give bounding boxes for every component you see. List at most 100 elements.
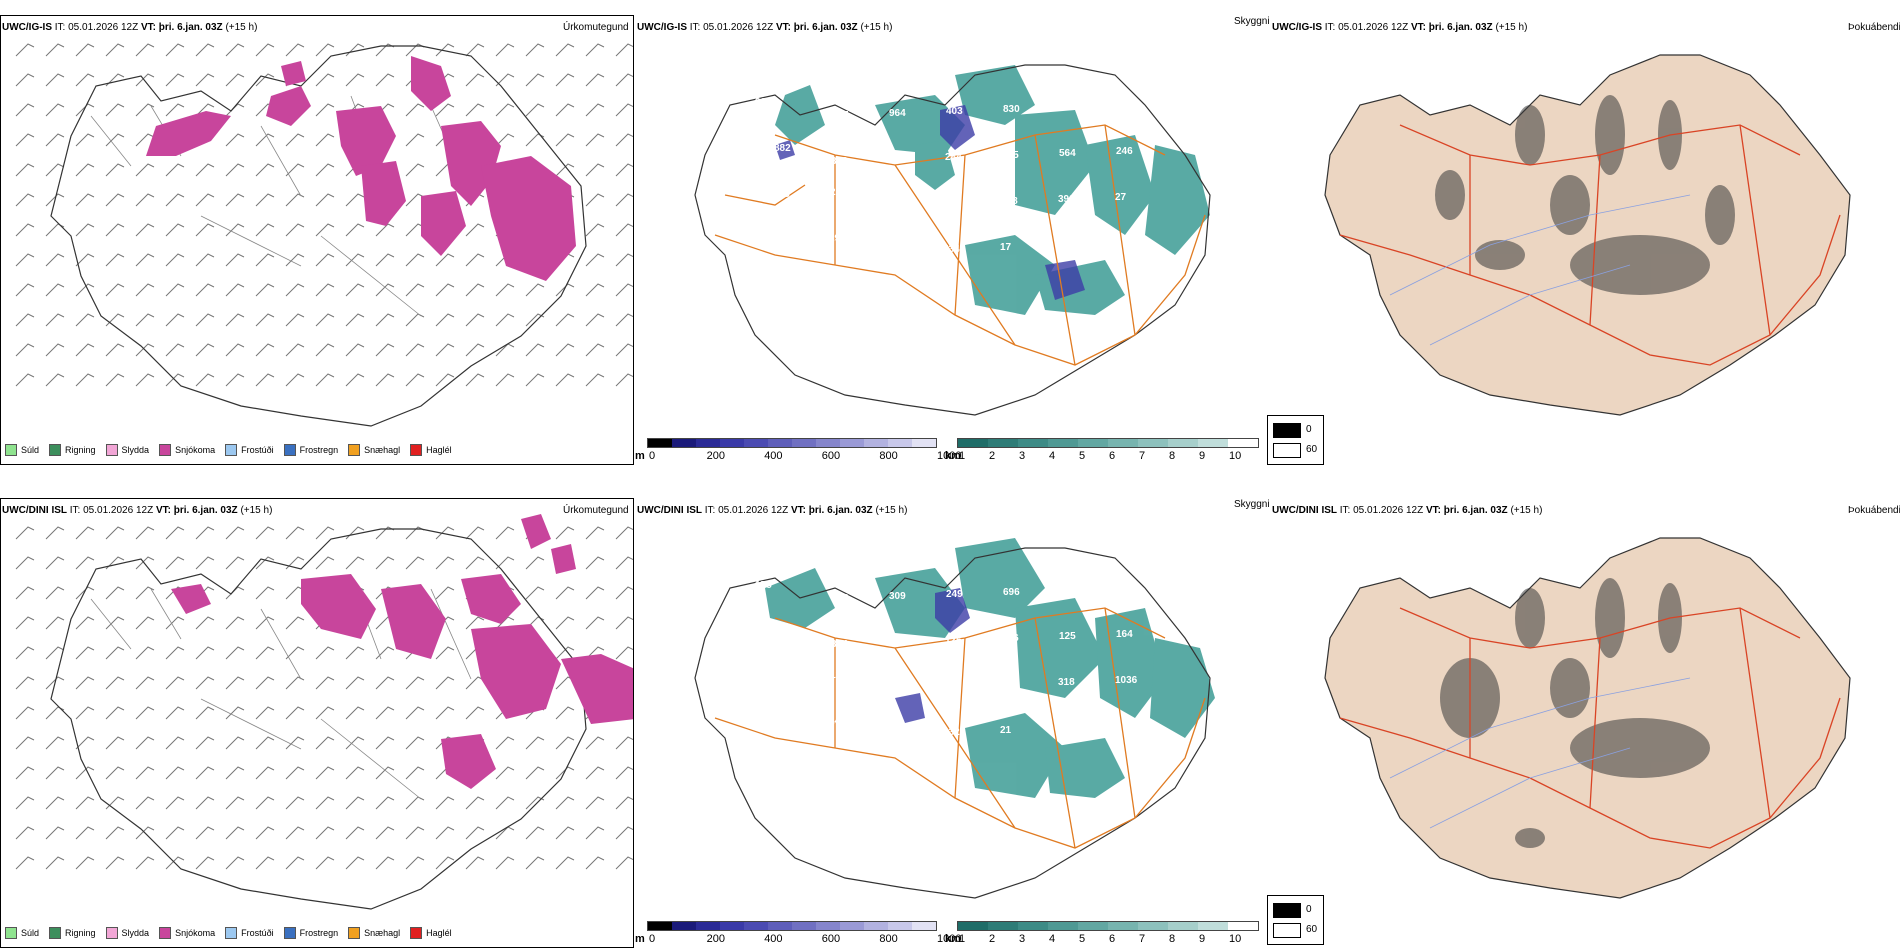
fog-title-top: Þokuábendi [1848, 22, 1900, 33]
wind-barb [255, 766, 275, 780]
wind-barb [135, 373, 155, 387]
wind-barb [15, 253, 35, 267]
legend-label: Súld [21, 928, 40, 938]
ceiling-label: 3792 [774, 626, 797, 637]
visibility-map-top: 308 365 964 403 830 290 106 882 343 291 284 175 564 2… [694, 64, 1211, 416]
legend-swatch [159, 444, 172, 456]
legend-label: Snjókoma [175, 445, 216, 455]
wind-barb [345, 373, 365, 387]
wind-barb [375, 73, 395, 87]
colorbar-tick: 200 [706, 450, 725, 462]
wind-barb [435, 283, 455, 297]
wind-barb [585, 526, 605, 540]
wind-barb [165, 736, 185, 750]
ceiling-label: 101 [771, 764, 788, 775]
ceiling-label: 175 [1002, 150, 1019, 161]
wind-barb [45, 796, 65, 810]
wind-barb [495, 133, 515, 147]
wind-barb [555, 766, 575, 780]
wind-barb [135, 586, 155, 600]
wind-barb [45, 343, 65, 357]
colorbar-segment [1078, 439, 1108, 447]
wind-barb [225, 253, 245, 267]
ceiling-label: 882 [774, 143, 791, 154]
wind-barb [75, 796, 95, 810]
wind-barb [555, 646, 575, 660]
ceiling-label: 290 [1060, 102, 1077, 113]
wind-barb [345, 556, 365, 570]
colorbar-tick: 10 [1229, 933, 1242, 945]
ceiling-label: 132 [943, 727, 960, 738]
ceiling-label: 212 [830, 187, 847, 198]
wind-barb [525, 586, 545, 600]
wind-barb [195, 223, 215, 237]
header-bottom-left: UWC/DINI ISL IT: 05.01.2026 12Z VT: þri.… [2, 505, 273, 516]
wind-barb [465, 283, 485, 297]
wind-barb [615, 826, 633, 840]
colorbar-segment [988, 439, 1018, 447]
wind-barb [195, 193, 215, 207]
wind-barb [105, 646, 125, 660]
colorbar-segment [1138, 439, 1168, 447]
wind-barb [525, 73, 545, 87]
wind-barb [585, 586, 605, 600]
wind-barb [45, 646, 65, 660]
ceiling-label: 106 [1117, 100, 1134, 111]
wind-barb [225, 586, 245, 600]
wind-barb [225, 526, 245, 540]
wind-barb [75, 856, 95, 870]
wind-barb [45, 253, 65, 267]
wind-barb [495, 73, 515, 87]
wind-barb [405, 313, 425, 327]
wind-barb [75, 223, 95, 237]
legend-label: Frostregn [299, 928, 339, 938]
wind-barb [105, 826, 125, 840]
colorbar-tick: 200 [706, 933, 725, 945]
ceiling-label: 230 [773, 672, 790, 683]
wind-barb [315, 736, 335, 750]
wind-barb [375, 646, 395, 660]
ceiling-label: 21 [1000, 725, 1012, 736]
wind-barb [135, 826, 155, 840]
wind-barb [495, 103, 515, 117]
wind-barb [135, 43, 155, 57]
wind-barb [195, 646, 215, 660]
wind-barb [135, 193, 155, 207]
wind-barb [555, 163, 575, 177]
header-top-left: UWC/IG-IS IT: 05.01.2026 12Z VT: þri. 6.… [2, 22, 258, 33]
wind-barb [555, 736, 575, 750]
wind-barb [255, 163, 275, 177]
wind-barb [525, 133, 545, 147]
ceiling-label: 75 [772, 718, 784, 729]
wind-barb [135, 856, 155, 870]
colorbar-tick: 9 [1199, 450, 1206, 462]
header-bottom-middle: UWC/DINI ISL IT: 05.01.2026 12Z VT: þri.… [637, 505, 908, 516]
wind-barb [45, 586, 65, 600]
wind-barb [135, 73, 155, 87]
wind-barb [165, 73, 185, 87]
colorbar-unit: km [945, 933, 961, 945]
wind-barb [135, 616, 155, 630]
wind-barb [225, 223, 245, 237]
wind-barb [75, 706, 95, 720]
ceiling-label: 27 [1115, 192, 1127, 203]
colorbar-tick: 4 [1049, 933, 1056, 945]
colorbar-tick: 5 [1079, 450, 1086, 462]
wind-barb [165, 253, 185, 267]
wind-barb [45, 736, 65, 750]
wind-barb [225, 163, 245, 177]
wind-barb [585, 736, 605, 750]
wind-barb [435, 856, 455, 870]
wind-barb [315, 826, 335, 840]
wind-barb [225, 373, 245, 387]
wind-barb [495, 283, 515, 297]
wind-barb [315, 163, 335, 177]
wind-barb [135, 133, 155, 147]
wind-barb [555, 586, 575, 600]
wind-barb [165, 796, 185, 810]
wind-barb [255, 676, 275, 690]
wind-barb [75, 586, 95, 600]
visibility-colorbar-bottom: km 1 2 3 4 5 6 7 8 9 10 [945, 921, 1265, 947]
wind-barb [345, 193, 365, 207]
wind-barb [315, 43, 335, 57]
